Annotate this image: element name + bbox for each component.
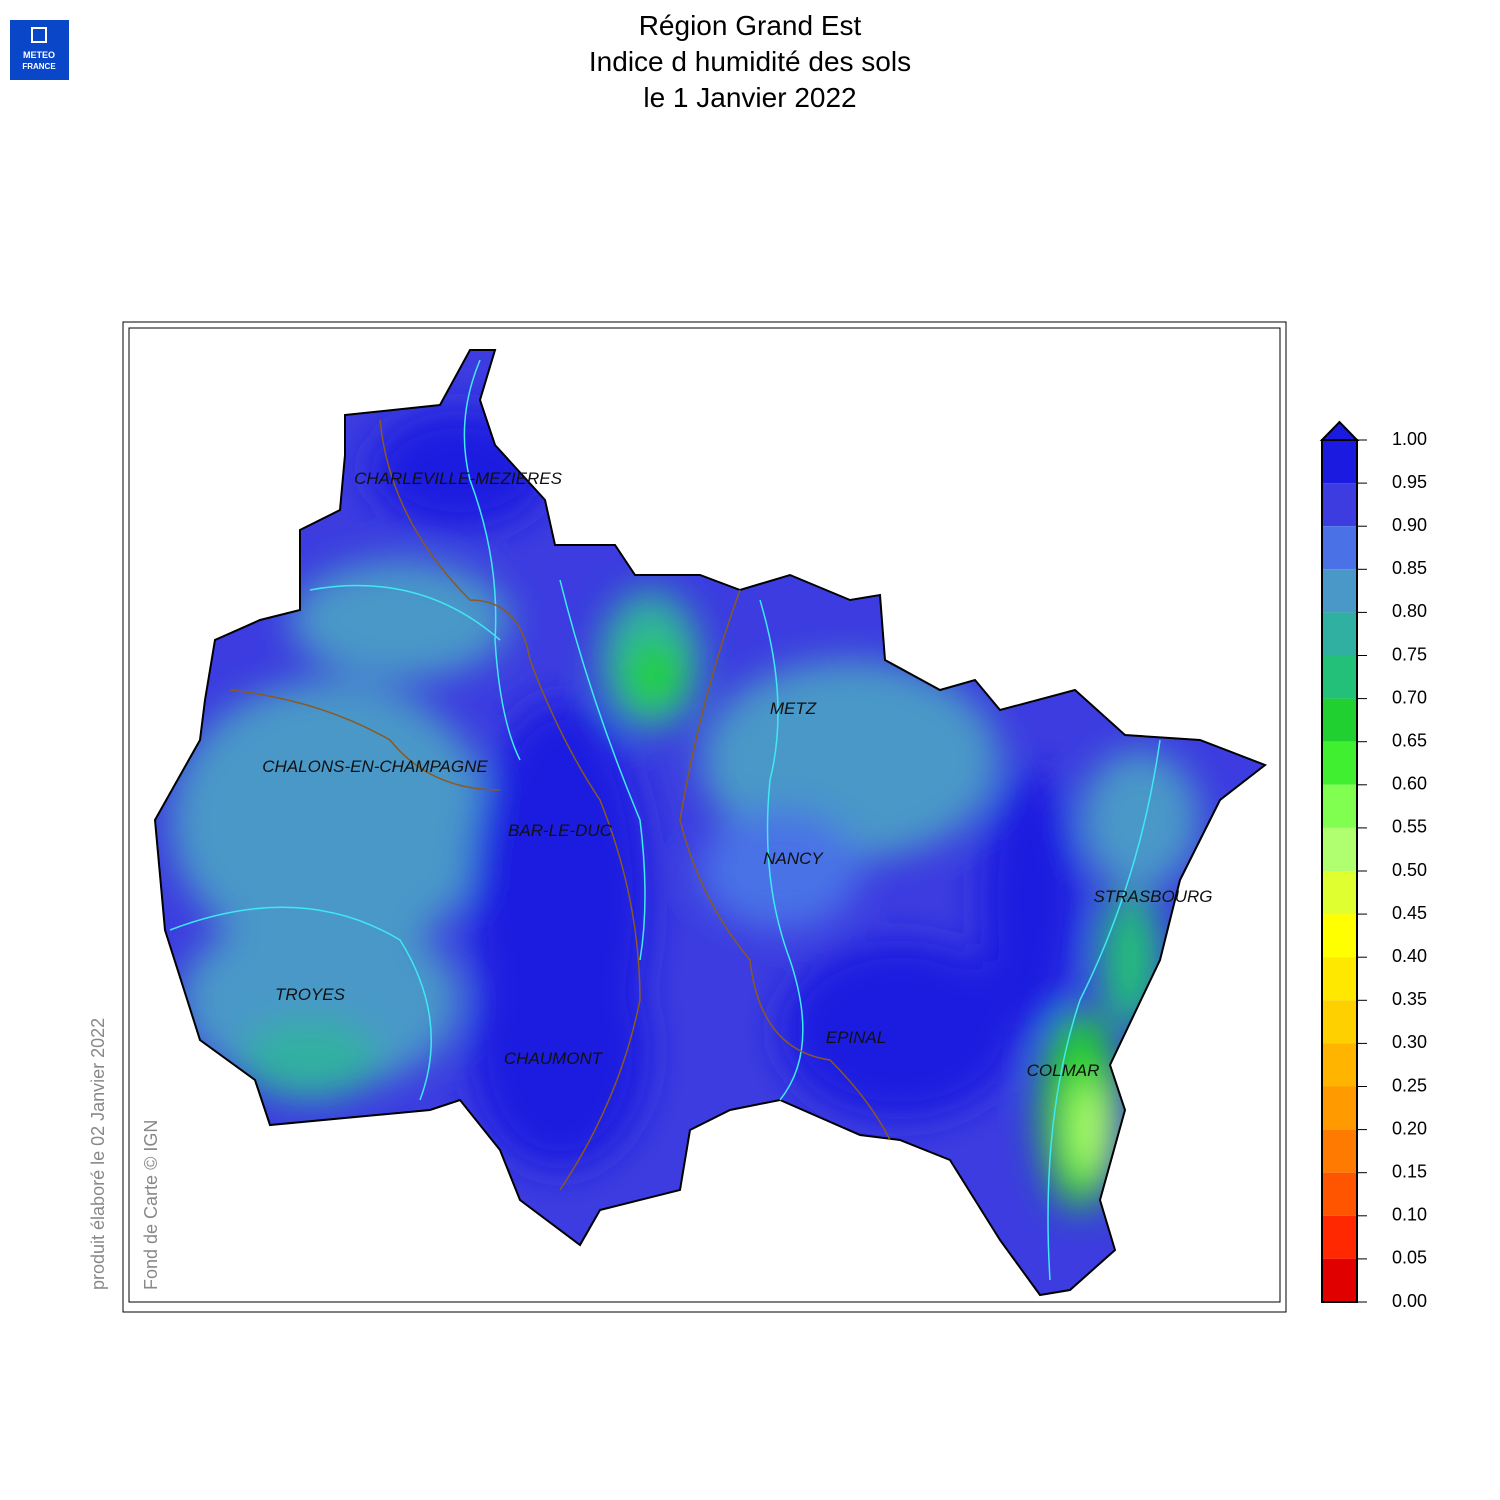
tick-label: 0.35 xyxy=(1392,989,1427,1009)
logo xyxy=(10,20,69,80)
city-label: BAR-LE-DUC xyxy=(508,821,613,840)
color-band xyxy=(1322,526,1357,570)
tick-label: 0.95 xyxy=(1392,472,1427,492)
logo-icon xyxy=(31,27,47,43)
tick-label: 0.80 xyxy=(1392,601,1427,621)
color-band xyxy=(1322,914,1357,958)
tick-label: 0.25 xyxy=(1392,1075,1427,1095)
extend-arrow xyxy=(1319,420,1360,441)
color-band xyxy=(1322,1258,1357,1302)
dept-border xyxy=(229,419,891,1191)
logo-text: METEO xyxy=(23,50,55,60)
tick-label: 1.00 xyxy=(1392,429,1427,449)
color-band xyxy=(1322,483,1357,527)
logo-text: FRANCE xyxy=(22,62,56,71)
title: Région Grand Est xyxy=(639,10,862,41)
color-band xyxy=(1322,957,1357,1001)
color-band xyxy=(1322,784,1357,828)
tick-label: 0.10 xyxy=(1392,1205,1427,1225)
city-label: TROYES xyxy=(275,985,346,1004)
tick-label: 0.65 xyxy=(1392,730,1427,750)
color-band xyxy=(1322,827,1357,871)
city-label: STRASBOURG xyxy=(1093,887,1212,906)
color-band xyxy=(1322,612,1357,656)
rivers xyxy=(169,359,1161,1281)
tick-label: 0.75 xyxy=(1392,644,1427,664)
tick-label: 0.40 xyxy=(1392,946,1427,966)
city-label: METZ xyxy=(770,699,817,718)
color-band xyxy=(1322,871,1357,915)
credit: Fond de Carte © IGN xyxy=(141,1120,161,1290)
tick-label: 0.70 xyxy=(1392,687,1427,707)
tick-label: 0.30 xyxy=(1392,1032,1427,1052)
cities: CHARLEVILLE-MEZIERES METZ CHALONS-EN-CHAMP… xyxy=(262,469,1212,1080)
tick-label: 0.05 xyxy=(1392,1248,1427,1268)
city-label: CHAUMONT xyxy=(504,1049,604,1068)
city-label: NANCY xyxy=(763,849,824,868)
color-band xyxy=(1322,1215,1357,1259)
color-band xyxy=(1322,655,1357,699)
city-label: COLMAR xyxy=(1027,1061,1100,1080)
city-label: CHALONS-EN-CHAMPAGNE xyxy=(262,757,488,776)
tick-label: 0.55 xyxy=(1392,817,1427,837)
color-band xyxy=(1322,1129,1357,1173)
color-band xyxy=(1322,1172,1357,1216)
city-label: CHARLEVILLE-MEZIERES xyxy=(354,469,562,488)
tick-label: 0.50 xyxy=(1392,860,1427,880)
title: le 1 Janvier 2022 xyxy=(643,82,856,113)
color-band xyxy=(1322,440,1357,484)
tick-label: 0.60 xyxy=(1392,774,1427,794)
tick-label: 0.20 xyxy=(1392,1118,1427,1138)
map-frame xyxy=(122,321,1287,1313)
tick-label: 0.45 xyxy=(1392,903,1427,923)
credit: produit élaboré le 02 Janvier 2022 xyxy=(88,1018,108,1290)
tick-label: 0.90 xyxy=(1392,515,1427,535)
tick-label: 0.00 xyxy=(1392,1291,1427,1311)
color-band xyxy=(1322,1000,1357,1044)
color-band xyxy=(1322,741,1357,785)
city-label: EPINAL xyxy=(826,1028,886,1047)
legend: 1.00 0.95 0.90 0.85 0.80 0.75 0.70 0.65 0.60 0.55… xyxy=(1319,420,1427,1311)
humidity-field xyxy=(155,350,1265,1295)
title: Indice d humidité des sols xyxy=(589,46,911,77)
tick-label: 0.85 xyxy=(1392,558,1427,578)
map-frame xyxy=(128,327,1281,1303)
color-band xyxy=(1322,569,1357,613)
tick-label: 0.15 xyxy=(1392,1161,1427,1181)
color-band xyxy=(1322,698,1357,742)
color-band xyxy=(1322,1043,1357,1087)
color-band xyxy=(1322,1086,1357,1130)
